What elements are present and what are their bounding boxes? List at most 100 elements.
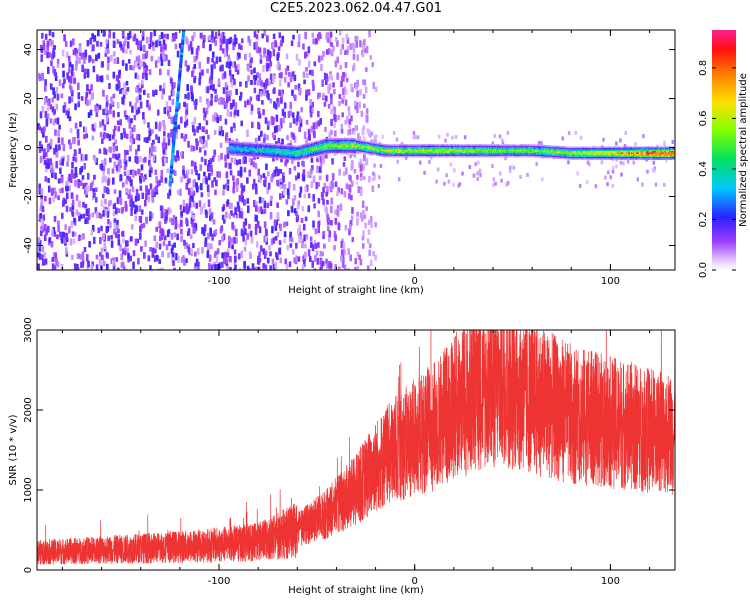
heatmap-noise-cell	[252, 178, 256, 186]
heatmap-noise-cell	[224, 162, 228, 168]
heatmap-noise-cell	[234, 255, 237, 263]
heatmap-noise-cell	[91, 224, 95, 232]
heatmap-noise-cell	[286, 188, 290, 196]
heatmap-band-cell	[459, 144, 461, 146]
heatmap-band-cell	[327, 141, 329, 143]
heatmap-noise-cell	[320, 55, 324, 61]
heatmap-streak-cell	[171, 154, 175, 158]
heatmap-noise-cell	[207, 232, 210, 240]
heatmap-noise-cell	[70, 172, 74, 179]
heatmap-band-cell	[285, 149, 287, 151]
heatmap-band-cell	[260, 151, 262, 153]
heatmap-noise-cell	[297, 41, 301, 48]
heatmap-noise-cell	[226, 248, 230, 256]
heatmap-band-cell	[248, 146, 250, 148]
heatmap-noise-cell	[265, 230, 268, 237]
heatmap-band-cell	[240, 145, 242, 148]
heatmap-band-cell	[378, 144, 380, 146]
heatmap-band-cell	[363, 147, 365, 150]
heatmap-noise-cell	[297, 256, 301, 262]
heatmap-band-cell	[286, 156, 288, 158]
heatmap-noise-cell	[213, 149, 217, 155]
heatmap-band-cell	[259, 145, 261, 148]
heatmap-band-cell	[302, 154, 304, 157]
heatmap-band-cell	[448, 155, 451, 158]
heatmap-band-cell	[250, 147, 252, 150]
heatmap-band-cell	[332, 144, 334, 146]
heatmap-streak-cell	[172, 143, 176, 148]
heatmap-noise-cell	[108, 30, 112, 38]
heatmap-band-cell	[439, 148, 441, 151]
heatmap-faint-cell	[576, 171, 579, 176]
heatmap-noise-cell	[331, 173, 335, 181]
heatmap-band-cell	[265, 151, 268, 154]
heatmap-faint-cell	[526, 172, 529, 177]
heatmap-band-cell	[263, 154, 265, 157]
heatmap-band-cell	[449, 155, 452, 158]
heatmap-band-cell	[282, 147, 284, 149]
heatmap-noise-cell	[254, 205, 258, 212]
heatmap-band-cell	[346, 148, 348, 151]
heatmap-band-cell	[285, 157, 287, 160]
heatmap-noise-cell	[362, 103, 366, 109]
heatmap-band-cell	[459, 151, 461, 153]
heatmap-band-cell	[279, 152, 281, 155]
heatmap-noise-cell	[247, 65, 250, 72]
heatmap-band-cell	[258, 142, 260, 145]
heatmap-band-cell	[317, 146, 319, 148]
heatmap-noise-cell	[157, 56, 161, 64]
heatmap-band-cell	[445, 150, 447, 152]
heatmap-noise-cell	[293, 135, 297, 143]
heatmap-band-cell	[279, 151, 281, 153]
heatmap-noise-cell	[144, 240, 147, 247]
heatmap-band-cell	[310, 157, 312, 159]
heatmap-band-cell	[378, 147, 380, 149]
heatmap-band-cell	[234, 148, 236, 150]
heatmap-band-cell	[367, 148, 369, 151]
heatmap-band-cell	[297, 158, 299, 161]
heatmap-band-cell	[394, 152, 396, 155]
heatmap-band-cell	[350, 151, 352, 153]
heatmap-noise-cell	[145, 72, 148, 81]
heatmap-band-cell	[413, 154, 415, 156]
heatmap-band-cell	[456, 148, 458, 151]
heatmap-noise-cell	[358, 101, 361, 109]
heatmap-noise-cell	[69, 76, 73, 84]
heatmap-band-cell	[457, 151, 459, 153]
heatmap-band-cell	[296, 146, 298, 149]
heatmap-noise-cell	[307, 249, 311, 257]
heatmap-band-cell	[295, 157, 297, 159]
heatmap-band-cell	[299, 150, 301, 153]
heatmap-band-cell	[290, 152, 292, 154]
heatmap-band-cell	[388, 147, 390, 149]
heatmap-band-cell	[283, 148, 285, 151]
heatmap-noise-cell	[233, 260, 237, 265]
heatmap-noise-cell	[211, 57, 214, 63]
heatmap-band-cell	[369, 148, 371, 151]
heatmap-band-cell	[309, 145, 311, 148]
heatmap-band-cell	[308, 144, 310, 146]
heatmap-noise-cell	[264, 264, 268, 270]
heatmap-noise-cell	[154, 60, 158, 68]
heatmap-band-cell	[265, 148, 268, 151]
heatmap-noise-cell	[84, 203, 88, 209]
heatmap-noise-cell	[127, 194, 130, 199]
heatmap-noise-cell	[317, 242, 320, 248]
heatmap-noise-cell	[40, 188, 44, 195]
heatmap-noise-cell	[224, 118, 228, 125]
heatmap-faint-cell	[632, 160, 636, 165]
heatmap-noise-cell	[349, 43, 352, 51]
heatmap-noise-cell	[341, 261, 345, 268]
heatmap-noise-cell	[285, 199, 289, 205]
heatmap-band-cell	[252, 152, 254, 154]
heatmap-band-cell	[339, 139, 341, 142]
heatmap-band-cell	[253, 155, 255, 157]
heatmap-noise-cell	[66, 177, 70, 185]
heatmap-band-cell	[274, 146, 276, 149]
heatmap-band-cell	[385, 147, 387, 149]
heatmap-noise-cell	[255, 215, 258, 222]
heatmap-band-cell	[357, 148, 360, 150]
heatmap-noise-cell	[37, 237, 41, 243]
heatmap-noise-cell	[266, 49, 270, 57]
heatmap-faint-cell	[611, 184, 614, 189]
